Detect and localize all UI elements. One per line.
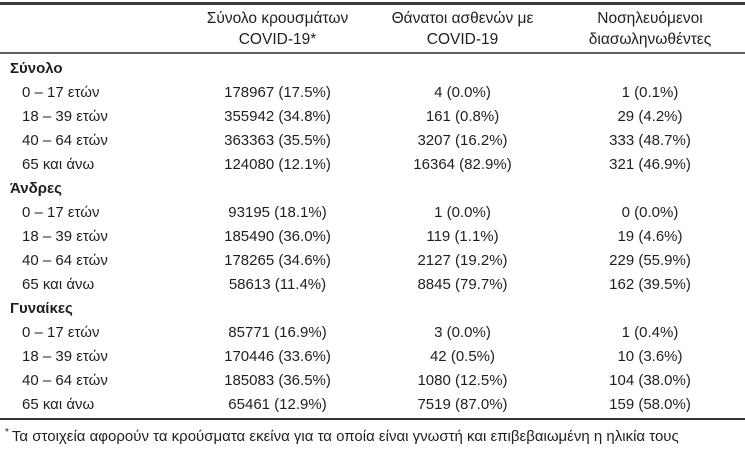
row-label: 40 – 64 ετών bbox=[22, 251, 108, 269]
intubated-cell: 1 (0.1%) bbox=[621, 83, 679, 101]
row-label: 18 – 39 ετών bbox=[22, 227, 108, 245]
table-row: 40 – 64 ετών 363363 (35.5%) 3207 (16.2%)… bbox=[0, 128, 745, 152]
table-header: Σύνολο κρουσμάτων COVID-19* Θάνατοι ασθε… bbox=[0, 2, 745, 54]
cases-cell: 363363 (35.5%) bbox=[224, 131, 331, 149]
row-label: 65 και άνω bbox=[22, 395, 95, 413]
cases-cell: 355942 (34.8%) bbox=[224, 107, 331, 125]
table-row: 18 – 39 ετών 355942 (34.8%) 161 (0.8%) 2… bbox=[0, 104, 745, 128]
cases-cell: 85771 (16.9%) bbox=[228, 323, 327, 341]
cases-cell: 65461 (12.9%) bbox=[228, 395, 327, 413]
footnote: * Τα στοιχεία αφορούν τα κρούσματα εκείνα… bbox=[0, 418, 745, 447]
deaths-cell: 3207 (16.2%) bbox=[417, 131, 508, 149]
section-row-total: Σύνολο bbox=[0, 56, 745, 80]
section-header: Γυναίκες bbox=[10, 299, 73, 317]
deaths-cell: 42 (0.5%) bbox=[429, 347, 496, 365]
column-header-line: COVID-19* bbox=[238, 30, 317, 48]
column-header-line: Θάνατοι ασθενών με bbox=[391, 9, 534, 27]
table-row: 18 – 39 ετών 170446 (33.6%) 42 (0.5%) 10… bbox=[0, 344, 745, 368]
table-row: 65 και άνω 65461 (12.9%) 7519 (87.0%) 15… bbox=[0, 392, 745, 416]
deaths-cell: 161 (0.8%) bbox=[425, 107, 500, 125]
cases-cell: 124080 (12.1%) bbox=[224, 155, 331, 173]
row-label: 0 – 17 ετών bbox=[22, 323, 100, 341]
cases-cell: 178967 (17.5%) bbox=[224, 83, 331, 101]
section-row-men: Άνδρες bbox=[0, 176, 745, 200]
intubated-cell: 10 (3.6%) bbox=[617, 347, 683, 365]
column-header-line: διασωληνωθέντες bbox=[588, 30, 712, 48]
table-row: 40 – 64 ετών 178265 (34.6%) 2127 (19.2%)… bbox=[0, 248, 745, 272]
intubated-cell: 0 (0.0%) bbox=[621, 203, 679, 221]
row-label: 18 – 39 ετών bbox=[22, 107, 108, 125]
row-label: 18 – 39 ετών bbox=[22, 347, 108, 365]
intubated-cell: 19 (4.6%) bbox=[617, 227, 683, 245]
table-row: 0 – 17 ετών 85771 (16.9%) 3 (0.0%) 1 (0.… bbox=[0, 320, 745, 344]
column-header-deaths: Θάνατοι ασθενών με COVID-19 bbox=[370, 8, 555, 50]
intubated-cell: 159 (58.0%) bbox=[609, 395, 691, 413]
cases-cell: 178265 (34.6%) bbox=[224, 251, 331, 269]
footnote-text: Τα στοιχεία αφορούν τα κρούσματα εκείνα … bbox=[11, 428, 679, 445]
table-row: 18 – 39 ετών 185490 (36.0%) 119 (1.1%) 1… bbox=[0, 224, 745, 248]
deaths-cell: 1 (0.0%) bbox=[434, 203, 491, 221]
table-body: Σύνολο 0 – 17 ετών 178967 (17.5%) 4 (0.0… bbox=[0, 54, 745, 416]
intubated-cell: 321 (46.9%) bbox=[609, 155, 691, 173]
row-label: 40 – 64 ετών bbox=[22, 131, 108, 149]
deaths-cell: 119 (1.1%) bbox=[426, 227, 499, 245]
intubated-cell: 104 (38.0%) bbox=[609, 371, 691, 389]
section-header: Σύνολο bbox=[10, 59, 63, 77]
column-header-intubated: Νοσηλευόμενοι διασωληνωθέντες bbox=[555, 8, 745, 50]
intubated-cell: 229 (55.9%) bbox=[609, 251, 691, 269]
table-row: 0 – 17 ετών 93195 (18.1%) 1 (0.0%) 0 (0.… bbox=[0, 200, 745, 224]
covid-age-table: Σύνολο κρουσμάτων COVID-19* Θάνατοι ασθε… bbox=[0, 2, 745, 447]
cases-cell: 170446 (33.6%) bbox=[224, 347, 331, 365]
column-header-cases: Σύνολο κρουσμάτων COVID-19* bbox=[185, 8, 370, 50]
intubated-cell: 29 (4.2%) bbox=[617, 107, 683, 125]
table-row: 0 – 17 ετών 178967 (17.5%) 4 (0.0%) 1 (0… bbox=[0, 80, 745, 104]
deaths-cell: 3 (0.0%) bbox=[434, 323, 491, 341]
intubated-cell: 333 (48.7%) bbox=[609, 131, 691, 149]
row-label: 65 και άνω bbox=[22, 155, 95, 173]
column-header-line: COVID-19 bbox=[426, 30, 499, 48]
footnote-marker: * bbox=[5, 427, 9, 438]
cases-cell: 58613 (11.4%) bbox=[228, 275, 327, 293]
intubated-cell: 1 (0.4%) bbox=[621, 323, 679, 341]
row-label: 0 – 17 ετών bbox=[22, 83, 100, 101]
cases-cell: 185490 (36.0%) bbox=[224, 227, 331, 245]
table-row: 40 – 64 ετών 185083 (36.5%) 1080 (12.5%)… bbox=[0, 368, 745, 392]
row-label: 0 – 17 ετών bbox=[22, 203, 100, 221]
deaths-cell: 16364 (82.9%) bbox=[413, 155, 512, 173]
section-header: Άνδρες bbox=[10, 179, 62, 197]
deaths-cell: 1080 (12.5%) bbox=[417, 371, 508, 389]
column-header-line: Νοσηλευόμενοι bbox=[597, 9, 703, 27]
cases-cell: 93195 (18.1%) bbox=[228, 203, 327, 221]
column-header-line: Σύνολο κρουσμάτων bbox=[206, 9, 349, 27]
intubated-cell: 162 (39.5%) bbox=[609, 275, 691, 293]
cases-cell: 185083 (36.5%) bbox=[224, 371, 331, 389]
deaths-cell: 7519 (87.0%) bbox=[417, 395, 508, 413]
deaths-cell: 4 (0.0%) bbox=[434, 83, 491, 101]
section-row-women: Γυναίκες bbox=[0, 296, 745, 320]
deaths-cell: 2127 (19.2%) bbox=[417, 251, 508, 269]
row-label: 65 και άνω bbox=[22, 275, 95, 293]
table-row: 65 και άνω 58613 (11.4%) 8845 (79.7%) 16… bbox=[0, 272, 745, 296]
table-row: 65 και άνω 124080 (12.1%) 16364 (82.9%) … bbox=[0, 152, 745, 176]
row-label: 40 – 64 ετών bbox=[22, 371, 108, 389]
deaths-cell: 8845 (79.7%) bbox=[417, 275, 508, 293]
